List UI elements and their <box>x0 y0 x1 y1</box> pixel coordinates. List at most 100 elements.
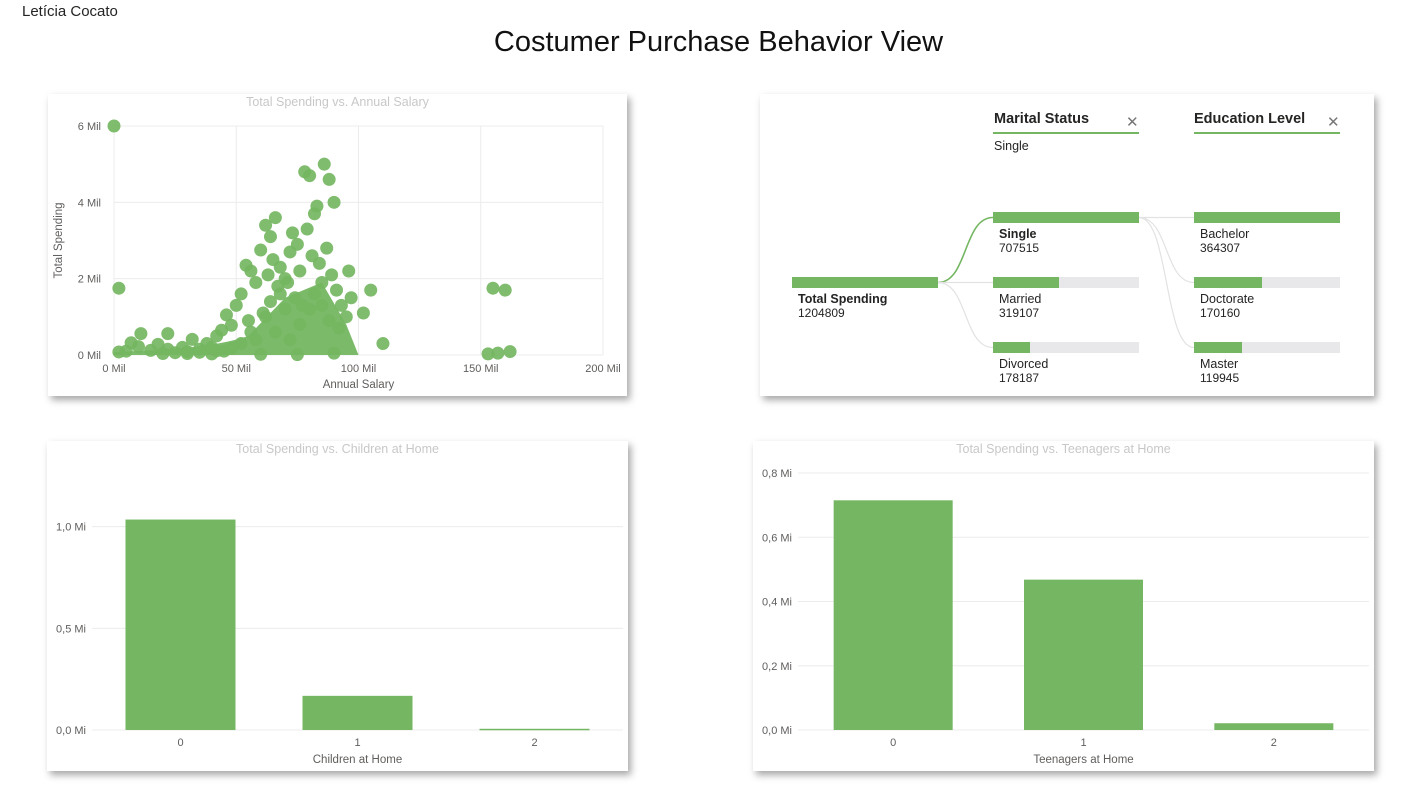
y-tick-label: 1,0 Mi <box>56 522 86 534</box>
scatter-point <box>263 295 277 309</box>
decomposition-tree-card[interactable]: Marital Status ✕ Single Education Level … <box>760 94 1374 396</box>
node-bar-fill <box>1194 277 1263 288</box>
scatter-point <box>342 264 356 278</box>
scatter-point <box>261 268 275 282</box>
connector <box>1138 216 1195 284</box>
scatter-point <box>215 323 229 337</box>
x-tick-label: 0 Mil <box>102 363 125 375</box>
x-axis-title: Annual Salary <box>323 379 395 391</box>
tree-node-bachelor[interactable]: Bachelor 364307 <box>1194 212 1340 256</box>
scatter-point <box>325 268 339 282</box>
scatter-point <box>268 211 282 225</box>
scatter-point <box>320 241 334 255</box>
node-bar-fill <box>993 277 1059 288</box>
scatter-point <box>244 264 258 278</box>
scatter-point <box>134 327 148 341</box>
scatter-point <box>241 314 255 328</box>
scatter-chart[interactable]: 0 Mil 2 Mil 4 Mil 6 Mil 0 Mil 50 Mil 100 Mil 15… <box>48 94 627 396</box>
scatter-point <box>315 298 329 312</box>
children-bar-chart-card[interactable]: Total Spending vs. Children at Home 0,0 … <box>47 441 628 771</box>
x-tick-label: 0 <box>890 737 896 749</box>
tree-node-married[interactable]: Married 319107 <box>993 277 1139 321</box>
level-underline <box>1194 132 1340 134</box>
y-tick-label: 0,4 Mi <box>762 597 792 609</box>
tree-node-divorced[interactable]: Divorced 178187 <box>993 342 1139 386</box>
teenagers-bar-chart[interactable]: 0,0 Mi 0,2 Mi 0,4 Mi 0,6 Mi 0,8 Mi 0 1 2 Teenage… <box>753 441 1374 771</box>
node-value: 1204809 <box>798 306 845 320</box>
scatter-point <box>193 345 207 359</box>
scatter-point <box>376 337 390 351</box>
scatter-point <box>254 243 268 257</box>
scatter-chart-card[interactable]: Total Spending vs. Annual Salary 0 Mil 2 … <box>48 94 627 396</box>
scatter-point <box>498 283 512 297</box>
scatter-point <box>503 345 517 359</box>
scatter-point <box>263 230 277 244</box>
node-label: Master <box>1200 357 1239 371</box>
scatter-point <box>322 172 336 186</box>
scatter-point <box>107 119 121 133</box>
x-tick-label: 200 Mil <box>585 363 620 375</box>
scatter-point <box>491 346 505 360</box>
tree-node-total-spending[interactable]: Total Spending 1204809 <box>792 277 938 321</box>
bar <box>479 728 590 731</box>
node-bar-track <box>993 277 1139 288</box>
scatter-point <box>278 302 292 316</box>
y-tick-label: 2 Mil <box>78 274 101 286</box>
scatter-point <box>332 321 346 335</box>
node-value: 178187 <box>999 371 1040 385</box>
node-label: Bachelor <box>1200 227 1250 241</box>
scatter-point <box>229 298 243 312</box>
scatter-point <box>283 333 297 347</box>
scatter-point <box>112 281 126 295</box>
close-icon[interactable]: ✕ <box>1327 114 1340 131</box>
node-bar-track <box>1194 277 1340 288</box>
scatter-point <box>312 256 326 270</box>
scatter-point <box>290 348 304 362</box>
tree-node-single[interactable]: Single 707515 <box>993 212 1139 256</box>
node-bar-fill <box>1194 212 1340 223</box>
scatter-point <box>285 226 299 240</box>
tree-node-doctorate[interactable]: Doctorate 170160 <box>1194 277 1340 321</box>
scatter-point <box>295 298 309 312</box>
y-axis-title: Total Spending <box>53 202 65 278</box>
close-icon[interactable]: ✕ <box>1126 114 1139 131</box>
scatter-point <box>268 325 282 339</box>
scatter-point <box>300 222 314 236</box>
tree-node-master[interactable]: Master 119945 <box>1194 342 1340 386</box>
x-tick-label: 1 <box>1080 737 1086 749</box>
scatter-point <box>327 195 341 209</box>
y-tick-label: 0,2 Mi <box>762 661 792 673</box>
scatter-point <box>234 287 248 301</box>
scatter-point <box>327 346 341 360</box>
y-tick-label: 0,0 Mi <box>762 725 792 737</box>
node-value: 319107 <box>999 306 1040 320</box>
scatter-point <box>244 325 258 339</box>
bar <box>1214 723 1334 730</box>
x-axis-title: Children at Home <box>313 754 402 766</box>
node-bar-track <box>993 342 1139 353</box>
scatter-point <box>307 287 321 301</box>
node-value: 170160 <box>1200 306 1241 320</box>
scatter-point <box>486 281 500 295</box>
connector <box>937 281 994 349</box>
y-tick-label: 0,0 Mi <box>56 725 86 737</box>
x-tick-label: 2 <box>1271 737 1277 749</box>
chart-title: Total Spending vs. Teenagers at Home <box>956 442 1171 456</box>
node-value: 119945 <box>1200 371 1240 385</box>
node-label: Married <box>999 292 1042 306</box>
bar <box>302 695 413 730</box>
x-tick-label: 1 <box>354 737 360 749</box>
bar <box>833 500 953 730</box>
y-tick-label: 0,8 Mi <box>762 468 792 480</box>
children-bar-chart[interactable]: 0,0 Mi 0,5 Mi 1,0 Mi 0 1 2 Children at Home <box>47 441 628 771</box>
y-tick-label: 0,5 Mi <box>56 623 86 635</box>
node-label: Divorced <box>999 357 1049 371</box>
scatter-point <box>329 283 343 297</box>
x-tick-label: 50 Mil <box>222 363 251 375</box>
node-value: 364307 <box>1200 241 1241 255</box>
scatter-point <box>273 287 287 301</box>
scatter-point <box>339 310 353 324</box>
teenagers-bar-chart-card[interactable]: Total Spending vs. Teenagers at Home 0,0… <box>753 441 1374 771</box>
scatter-point <box>131 340 145 354</box>
scatter-point <box>303 169 317 183</box>
